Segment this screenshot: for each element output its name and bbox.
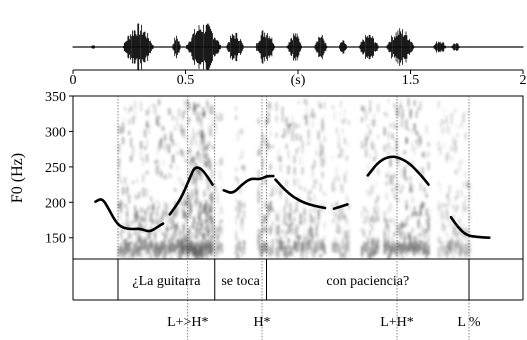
time-tick-label: 2 [520,73,527,88]
time-axis: 0 0.5 (s) 1.5 2 [70,69,527,88]
time-tick-label: (s) [291,73,306,88]
time-tick-label: 1.5 [402,73,420,88]
waveform-trace [72,23,524,71]
f0-contour-segment [366,155,430,186]
f0-tick-label: 300 [45,125,66,140]
waveform-panel [72,23,524,71]
time-tick-label: 0 [70,73,77,88]
f0-tick-label: 200 [45,196,66,211]
word-label: ¿La guitarra [132,274,201,289]
spectrogram-texture [118,98,471,259]
f0-contour-segment [449,215,491,239]
tone-label: L % [457,315,481,330]
word-label: con paciencia? [326,274,409,289]
f0-contour-segment [332,203,349,210]
f0-contour-segment [274,178,327,210]
f0-tick-label: 250 [45,161,66,176]
spectrogram-frame [72,95,524,260]
spectrogram [118,98,471,259]
waveform [72,23,524,71]
word-label: se toca [221,274,260,289]
f0-contour-segment [222,174,275,194]
tone-label: H* [253,315,270,330]
tone-label: L+>H* [167,315,208,330]
f0-contour-segment [94,198,165,233]
f0-axis-label: F0 (Hz) [9,153,26,203]
time-tick-label: 0.5 [177,73,195,88]
f0-tick-label: 150 [45,232,66,247]
f0-axis: 350 300 250 200 150 F0 (Hz) [9,90,73,247]
annotation-tiers: ¿La guitarra se toca con paciencia? L+>H* H… [72,259,524,330]
tone-tier: L+>H* H* L+H* L % [167,315,481,330]
f0-tick-label: 350 [45,90,66,105]
word-tier: ¿La guitarra se toca con paciencia? [117,259,470,300]
f0-contour [94,155,491,239]
spectrogram-panel [72,95,524,340]
tone-label: L+H* [380,315,414,330]
f0-contour-segment [168,166,214,216]
